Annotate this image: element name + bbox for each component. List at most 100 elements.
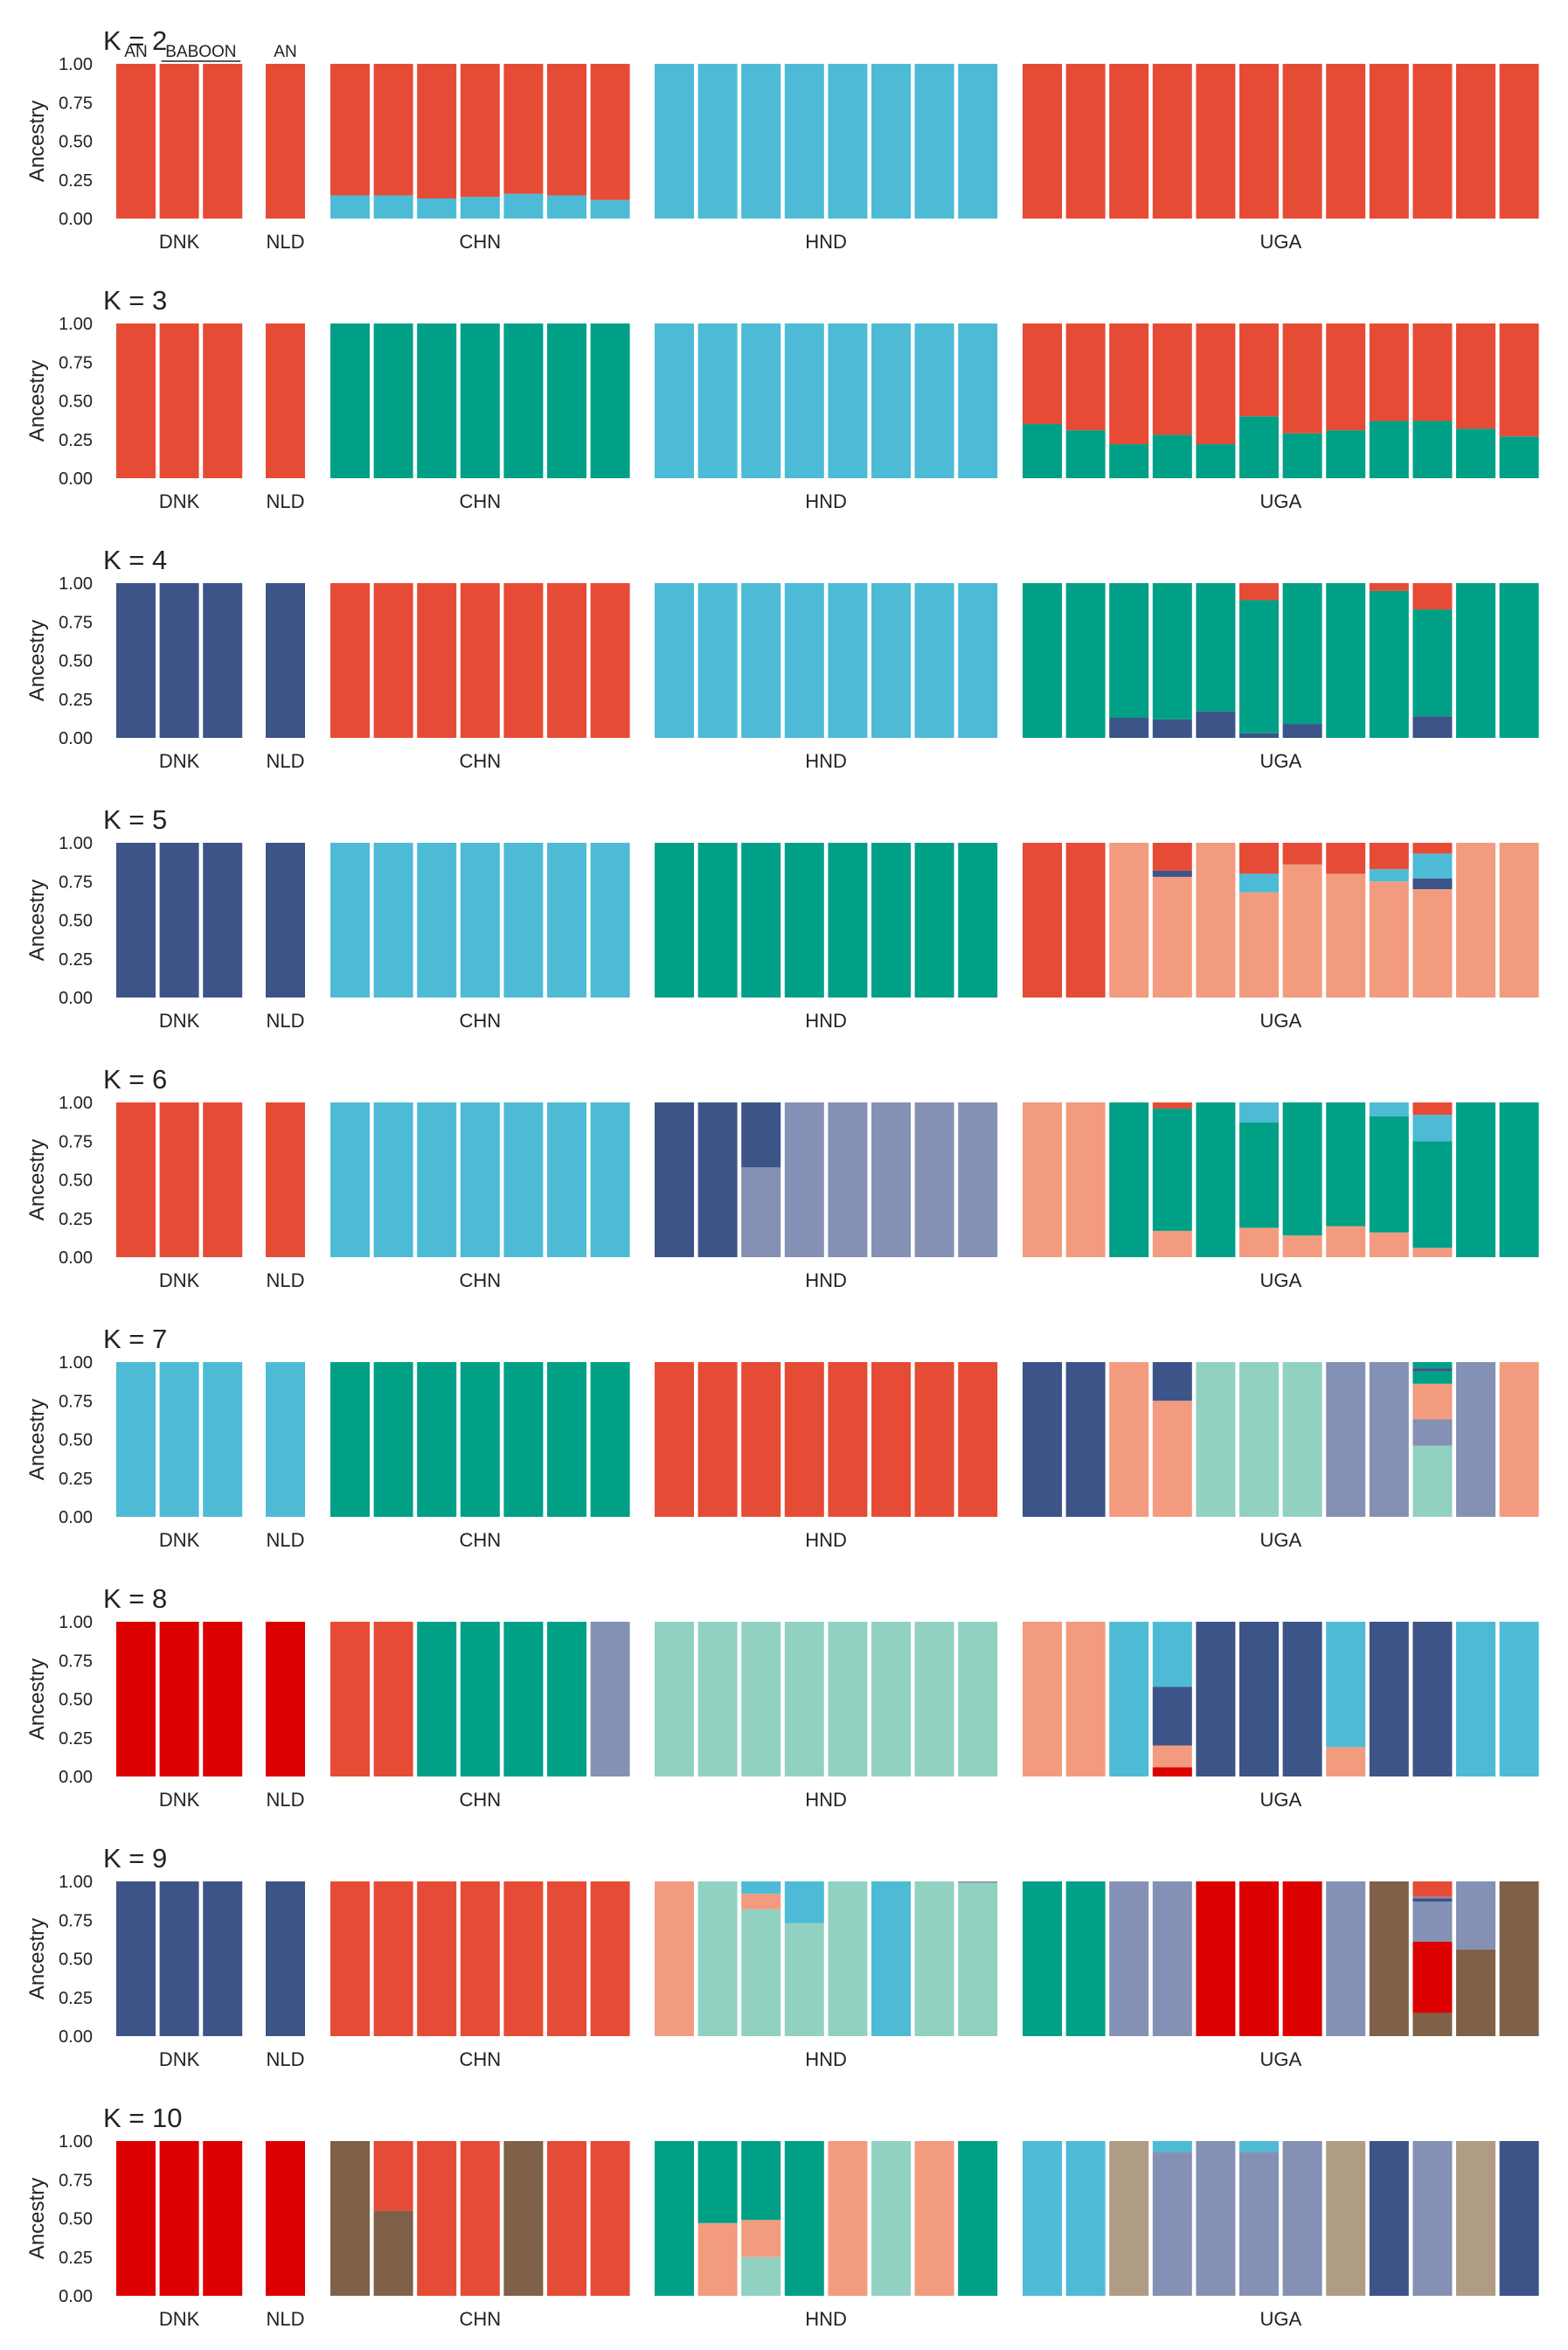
ancestry-segment <box>914 323 954 478</box>
ancestry-segment <box>958 1882 998 2036</box>
ancestry-segment <box>590 1622 630 1776</box>
ancestry-segment <box>914 64 954 219</box>
ancestry-segment <box>460 583 500 738</box>
ancestry-segment <box>460 1622 500 1776</box>
ancestry-segment <box>914 843 954 998</box>
ancestry-segment <box>1412 609 1453 717</box>
ancestry-segment <box>828 1881 868 2036</box>
group-label: CHN <box>459 2048 501 2070</box>
ancestry-segment <box>116 323 156 478</box>
ancestry-segment <box>1152 583 1192 720</box>
group-label: NLD <box>266 1269 304 1291</box>
ancestry-segment <box>159 1881 199 2036</box>
ancestry-segment <box>417 1622 457 1776</box>
y-axis-title: Ancestry <box>25 880 49 961</box>
ancestry-segment <box>1196 444 1236 478</box>
ancestry-segment <box>1065 583 1106 738</box>
ancestry-segment <box>1196 1362 1236 1517</box>
ancestry-segment <box>1412 1248 1453 1257</box>
ancestry-segment <box>1239 1227 1279 1257</box>
ancestry-segment <box>1282 2141 1322 2296</box>
group-label: DNK <box>159 1269 200 1291</box>
ancestry-segment <box>1109 64 1149 219</box>
ancestry-segment <box>460 1102 500 1257</box>
ancestry-segment <box>1499 1362 1539 1517</box>
ancestry-segment <box>373 1881 413 2036</box>
group-label: CHN <box>459 231 501 253</box>
group-label: CHN <box>459 1529 501 1551</box>
y-tick-label: 0.75 <box>59 873 93 892</box>
ancestry-segment <box>1326 1226 1366 1257</box>
y-tick-label: 0.75 <box>59 1392 93 1411</box>
ancestry-segment <box>1412 853 1453 879</box>
ancestry-segment <box>590 1362 630 1517</box>
y-axis-title: Ancestry <box>25 1139 49 1220</box>
ancestry-segment <box>697 1362 738 1517</box>
ancestry-segment <box>266 1622 305 1776</box>
ancestry-segment <box>1152 1622 1192 1687</box>
ancestry-segment <box>417 1881 457 2036</box>
ancestry-segment <box>697 1622 738 1776</box>
ancestry-segment <box>741 2141 781 2221</box>
ancestry-segment <box>1239 1123 1279 1228</box>
y-tick-label: 0.25 <box>59 1989 93 2008</box>
group-label: NLD <box>266 750 304 772</box>
ancestry-segment <box>1282 1362 1322 1517</box>
ancestry-segment <box>330 64 370 196</box>
ancestry-segment <box>503 323 544 478</box>
ancestry-segment <box>1369 1622 1409 1776</box>
ancestry-segment <box>1152 1881 1192 2036</box>
ancestry-segment <box>1412 1362 1453 1369</box>
ancestry-segment <box>828 843 868 998</box>
ancestry-segment <box>1456 1362 1495 1517</box>
ancestry-segment <box>547 843 586 998</box>
ancestry-segment <box>741 64 781 219</box>
ancestry-segment <box>871 1881 911 2036</box>
ancestry-segment <box>655 1881 694 2036</box>
y-tick-label: 0.00 <box>59 1768 93 1787</box>
group-label: CHN <box>459 2308 501 2330</box>
ancestry-segment <box>958 1622 998 1776</box>
ancestry-segment <box>590 1881 630 2036</box>
ancestry-segment <box>266 323 305 478</box>
ancestry-segment <box>1239 1362 1279 1517</box>
ancestry-segment <box>1282 864 1322 998</box>
ancestry-segment <box>1282 433 1322 478</box>
ancestry-segment <box>1326 1747 1366 1776</box>
ancestry-segment <box>503 843 544 998</box>
ancestry-segment <box>330 1362 370 1517</box>
y-tick-label: 0.25 <box>59 950 93 970</box>
group-label: DNK <box>159 750 200 772</box>
ancestry-segment <box>1369 1102 1409 1116</box>
ancestry-segment <box>590 323 630 478</box>
ancestry-segment <box>460 843 500 998</box>
ancestry-segment <box>1326 843 1366 874</box>
ancestry-segment <box>655 583 694 738</box>
y-tick-label: 0.25 <box>59 1210 93 1229</box>
ancestry-segment <box>1152 1362 1192 1401</box>
structure-panel: K = 10 Ancestry 0.00 0.25 0.50 0.75 1.00 DNK NLD… <box>25 2103 1539 2330</box>
ancestry-segment <box>1152 64 1192 219</box>
panel-title: K = 4 <box>103 545 167 575</box>
ancestry-segment <box>655 1362 694 1517</box>
ancestry-segment <box>1326 430 1366 478</box>
ancestry-segment <box>159 323 199 478</box>
ancestry-segment <box>1109 583 1149 718</box>
y-tick-label: 0.00 <box>59 2027 93 2047</box>
ancestry-segment <box>1412 1102 1453 1116</box>
panel-title: K = 2 <box>103 25 167 56</box>
y-tick-label: 1.00 <box>59 315 93 334</box>
ancestry-segment <box>417 1102 457 1257</box>
ancestry-segment <box>1282 1622 1322 1776</box>
ancestry-segment <box>958 323 998 478</box>
ancestry-segment <box>1023 2141 1062 2296</box>
ancestry-segment <box>1065 2141 1106 2296</box>
ancestry-segment <box>828 2141 868 2296</box>
ancestry-segment <box>1282 1235 1322 1257</box>
ancestry-segment <box>741 1102 781 1168</box>
ancestry-segment <box>784 1922 824 2036</box>
group-label: DNK <box>159 1789 200 1811</box>
ancestry-segment <box>1456 1622 1495 1776</box>
ancestry-segment <box>914 1102 954 1257</box>
ancestry-segment <box>697 64 738 219</box>
